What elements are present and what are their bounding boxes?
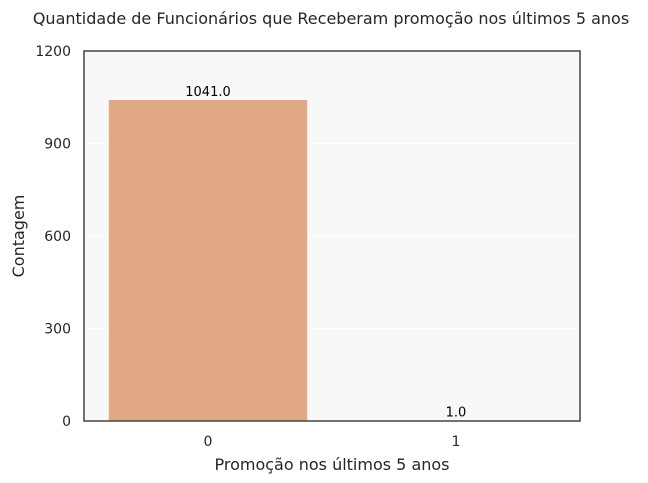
- data-label: 1.0: [446, 406, 467, 421]
- y-tick-label: 300: [44, 322, 71, 338]
- bar: [108, 100, 308, 422]
- axes-frame: [83, 50, 581, 422]
- y-tick-label: 600: [44, 229, 71, 245]
- y-tick-label: 900: [44, 137, 71, 153]
- x-tick-label: 1: [452, 434, 461, 450]
- x-axis-label: Promoção nos últimos 5 anos: [214, 455, 449, 474]
- data-label: 1041.0: [185, 85, 231, 100]
- value-labels: 1041.0 1.0: [185, 85, 466, 421]
- y-tick-labels: 0 300 600 900 1200: [35, 44, 71, 430]
- y-axis-label: Contagem: [9, 195, 28, 278]
- chart-title: Quantidade de Funcionários que Receberam…: [33, 9, 629, 28]
- y-tick-label: 0: [62, 414, 71, 430]
- y-tick-label: 1200: [35, 44, 71, 60]
- x-tick-label: 0: [204, 434, 213, 450]
